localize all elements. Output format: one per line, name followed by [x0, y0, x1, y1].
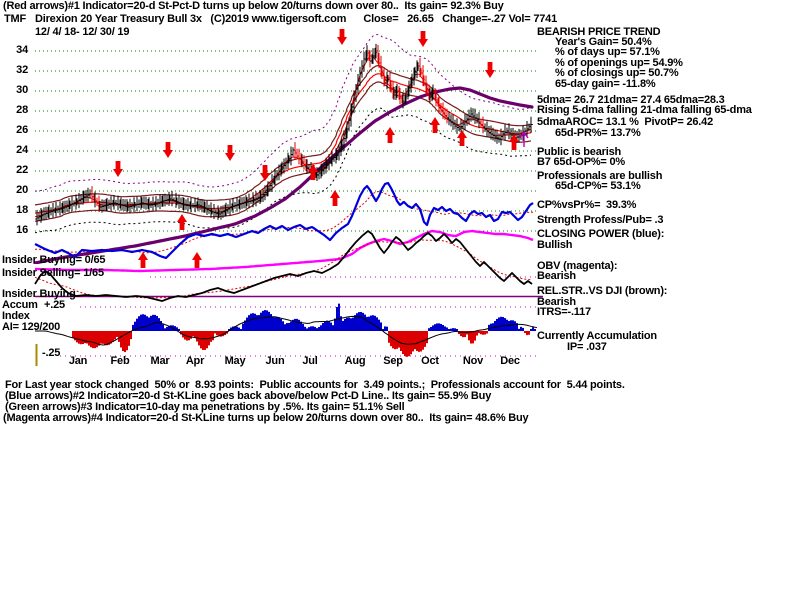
stat-line: % of openings up= 54.9%	[555, 57, 683, 69]
rel-str-status: Bearish	[537, 296, 576, 308]
accum-label: Accum	[2, 299, 38, 311]
month-label: Apr	[185, 355, 205, 367]
y-axis-label: 16	[16, 224, 28, 236]
plus25-label: +.25	[44, 299, 65, 311]
y-axis-label: 20	[16, 184, 28, 196]
stat-line: CP%vsPr%= 39.3%	[537, 199, 637, 211]
month-label: Jul	[302, 355, 318, 367]
date-range: 12/ 4/ 18- 12/ 30/ 19	[35, 26, 130, 38]
stat-line: Year's Gain= 50.4%	[555, 36, 652, 48]
month-label: May	[224, 355, 246, 367]
public-status: Public is bearish	[537, 146, 622, 158]
moving-averages: 5dma= 26.7 21dma= 27.4 65dma=28.3	[537, 94, 725, 106]
indicator1-legend: (Red arrows)#1 Indicator=20-d St-Pct-D t…	[3, 0, 504, 12]
trend-status: BEARISH PRICE TREND	[537, 26, 661, 38]
stat-line: 65d-PR%= 13.7%	[555, 127, 641, 139]
stat-line: B7 65d-OP%= 0%	[537, 156, 625, 168]
professionals-status: Professionals are bullish	[537, 170, 663, 182]
month-label: Jan	[68, 355, 88, 367]
month-label: Jun	[265, 355, 285, 367]
insider-buying-count: Insider Buying= 0/65	[2, 254, 106, 266]
ip-value: IP= .037	[567, 341, 607, 353]
y-axis-label: 26	[16, 124, 28, 136]
y-axis-label: 32	[16, 64, 28, 76]
ma-direction: Rising 5-dma falling 21-dma falling 65-d…	[537, 104, 752, 116]
y-axis-label: 22	[16, 164, 28, 176]
month-label: Feb	[110, 355, 130, 367]
month-label: Dec	[500, 355, 520, 367]
ticker-symbol: TMF	[4, 13, 27, 25]
y-axis-label: 24	[16, 144, 28, 156]
month-label: Nov	[462, 355, 484, 367]
y-axis-label: 28	[16, 104, 28, 116]
month-label: Oct	[421, 355, 439, 367]
month-label: Aug	[344, 355, 366, 367]
month-label: Mar	[150, 355, 170, 367]
obv-label: OBV (magenta):	[537, 260, 618, 272]
stat-line: % of closings up= 50.7%	[555, 67, 679, 79]
y-axis-label: 34	[16, 44, 28, 56]
itrs-value: ITRS=-.117	[537, 306, 591, 318]
stat-line: 5dmaAROC= 13.1 % PivotP= 26.42	[537, 116, 713, 128]
title-quote-line: Direxion 20 Year Treasury Bull 3x (C)201…	[35, 13, 558, 25]
closing-power-status: Bullish	[537, 239, 573, 251]
stat-line: % of days up= 57.1%	[555, 46, 660, 58]
indicator4-legend: (Magenta arrows)#4 Indicator=20-d St-KLi…	[3, 412, 529, 424]
indicator2-legend: (Blue arrows)#2 Indicator=20-d St-KLine …	[5, 390, 492, 402]
stat-line: Strength Profess/Pub= .3	[537, 214, 664, 226]
stat-line: 65d-CP%= 53.1%	[555, 180, 641, 192]
accumulation-status: Currently Accumulation	[537, 330, 657, 342]
insider-selling-count: Insider Selling= 1/65	[2, 267, 104, 279]
stat-line: 65-day gain= -11.8%	[555, 78, 656, 90]
rel-str-label: REL.STR..VS DJI (brown):	[537, 285, 668, 297]
minus25-label: -.25	[42, 347, 61, 359]
index-label: Index	[2, 310, 30, 322]
obv-status: Bearish	[537, 270, 576, 282]
month-label: Sep	[383, 355, 403, 367]
yearly-change-summary: For Last year stock changed 50% or 8.93 …	[5, 379, 625, 391]
insider-buying-label: Insider Buying	[2, 288, 76, 300]
y-axis-label: 18	[16, 204, 28, 216]
ai-value: AI= 129/200	[2, 321, 61, 333]
y-axis-label: 30	[16, 84, 28, 96]
closing-power-label: CLOSING POWER (blue):	[537, 228, 665, 240]
indicator3-legend: (Green arrows)#3 Indicator=10-day ma pen…	[5, 401, 405, 413]
